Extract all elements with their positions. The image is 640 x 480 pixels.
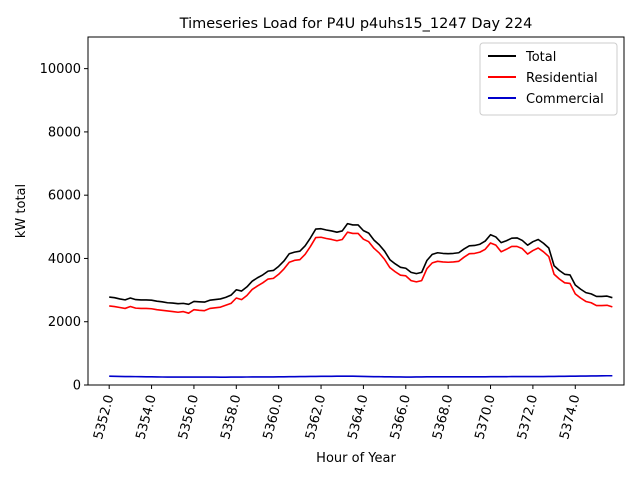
y-tick-label: 10000 [40, 62, 81, 77]
plot-frame [87, 36, 625, 386]
legend-label-total: Total [525, 50, 556, 65]
y-axis: 0 2000 4000 6000 8000 10000 [40, 62, 88, 394]
chart-title: Timeseries Load for P4U p4uhs15_1247 Day… [179, 16, 533, 32]
series-line-residential [109, 231, 613, 314]
series-line-total [109, 222, 613, 306]
legend-label-residential: Residential [526, 71, 598, 86]
y-tick-label: 2000 [48, 315, 81, 330]
legend-label-commercial: Commercial [526, 92, 604, 107]
y-axis-label: kW total [14, 184, 29, 238]
x-axis-label: Hour of Year [316, 451, 396, 466]
y-tick-label: 6000 [48, 189, 81, 204]
y-tick-label: 0 [73, 379, 81, 394]
y-tick-label: 4000 [48, 252, 81, 267]
y-tick-label: 8000 [48, 125, 81, 140]
series-layer [109, 222, 613, 378]
legend: Total Residential Commercial [479, 42, 618, 116]
plot-area [87, 36, 625, 386]
series-line-commercial [109, 374, 613, 378]
